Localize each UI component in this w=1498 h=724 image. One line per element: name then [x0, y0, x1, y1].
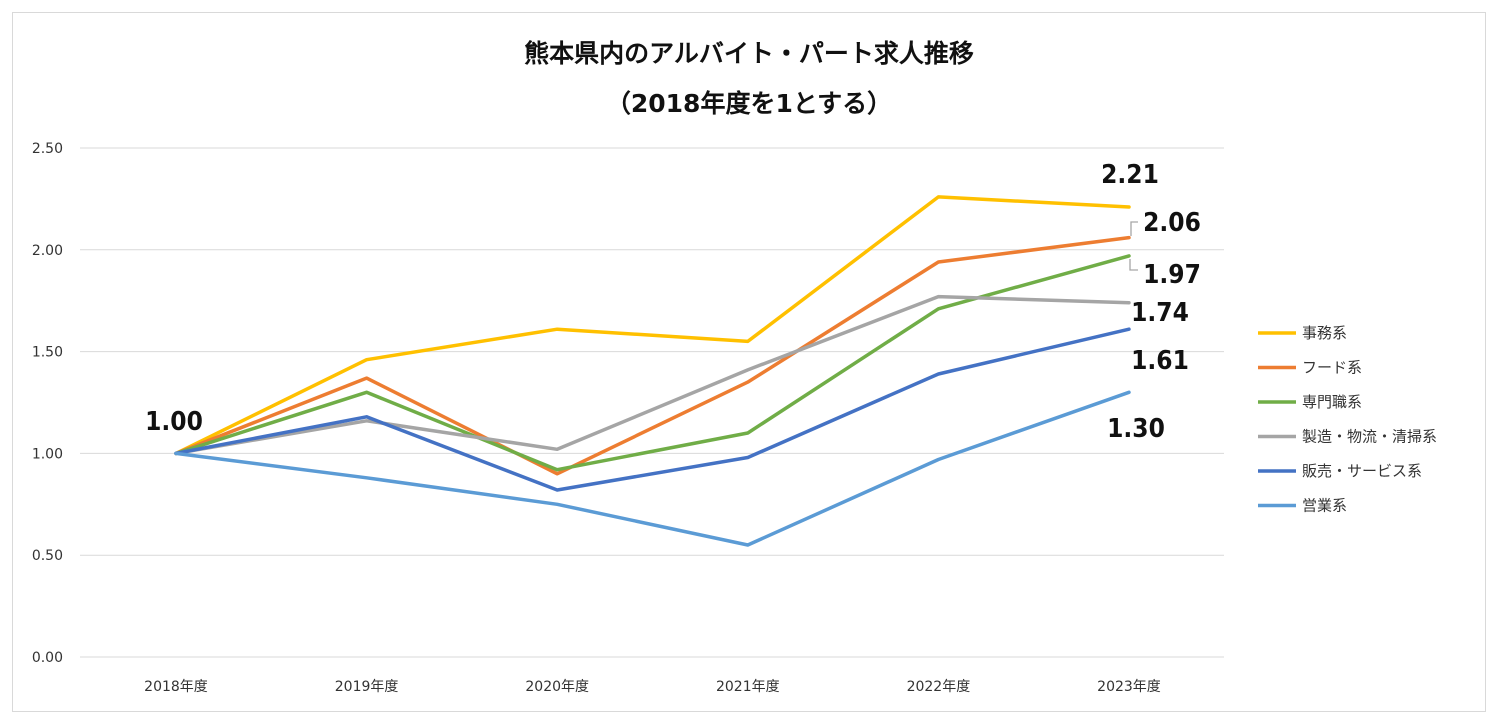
legend-label: 専門職系	[1302, 393, 1362, 411]
y-tick-label: 0.50	[32, 548, 63, 564]
x-tick-label: 2019年度	[335, 679, 399, 695]
legend-label: 事務系	[1302, 324, 1347, 342]
y-tick-label: 1.50	[32, 345, 63, 361]
end-data-label: 2.06	[1143, 208, 1201, 238]
legend-label: フード系	[1302, 359, 1362, 377]
series-line-2	[174, 235, 1131, 476]
series-lines	[174, 195, 1131, 547]
data-labels: 1.00 2.21 2.06 1.97 1.74 1.61 1.30	[145, 160, 1201, 444]
x-axis-ticks: 2018年度 2019年度 2020年度 2021年度 2022年度 2023年度	[144, 679, 1161, 695]
leader-line	[1129, 259, 1138, 271]
legend-label: 営業系	[1302, 497, 1347, 515]
legend-label: 製造・物流・清掃系	[1302, 428, 1437, 446]
x-tick-label: 2021年度	[716, 679, 780, 695]
series-line-4	[174, 294, 1131, 456]
label-leader-lines	[1129, 221, 1138, 271]
y-tick-label: 0.00	[32, 650, 63, 666]
end-data-label: 1.61	[1131, 346, 1189, 376]
series-line-1	[174, 195, 1131, 456]
gridlines	[80, 147, 1224, 658]
x-tick-label: 2023年度	[1097, 679, 1161, 695]
end-data-label: 1.30	[1107, 414, 1165, 444]
legend-label: 販売・サービス系	[1302, 462, 1422, 480]
x-tick-label: 2020年度	[525, 679, 589, 695]
end-data-label: 1.97	[1143, 260, 1201, 290]
x-tick-label: 2022年度	[907, 679, 971, 695]
y-tick-label: 2.50	[32, 141, 63, 157]
end-data-label: 2.21	[1101, 160, 1159, 190]
y-axis-ticks: 0.00 0.50 1.00 1.50 2.00 2.50	[32, 141, 63, 666]
chart-title: 熊本県内のアルバイト・パート求人推移	[524, 39, 974, 68]
y-tick-label: 1.00	[32, 446, 63, 462]
x-tick-label: 2018年度	[144, 679, 208, 695]
start-data-label: 1.00	[145, 407, 203, 437]
chart-subtitle: （2018年度を1とする）	[605, 89, 893, 118]
series-line-3	[174, 254, 1131, 472]
series-line-6	[174, 390, 1131, 547]
series-line-5	[174, 327, 1131, 492]
y-tick-label: 2.00	[32, 243, 63, 259]
end-data-label: 1.74	[1131, 298, 1189, 328]
leader-line	[1130, 221, 1138, 236]
chart-frame	[12, 12, 1486, 712]
